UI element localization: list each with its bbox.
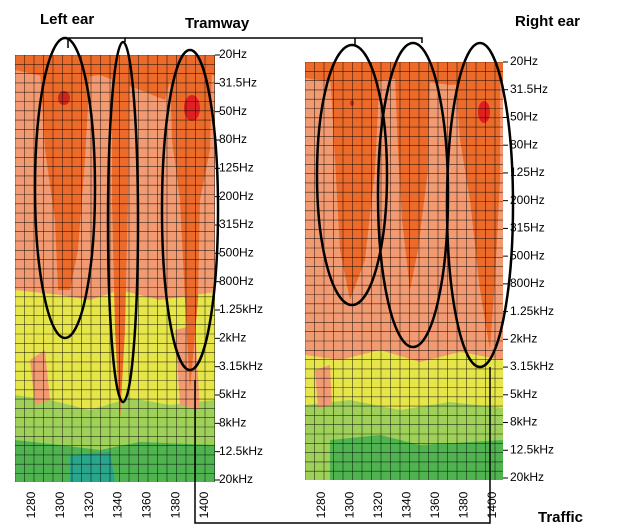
time-label: 1360 [428,491,442,518]
frequency-label: 31.5Hz [219,76,257,90]
frequency-label: 125Hz [219,161,254,175]
frequency-label: 315Hz [219,217,254,231]
frequency-label: 2kHz [219,331,246,345]
frequency-label: 20Hz [510,54,538,68]
right-spectrogram [305,62,503,480]
frequency-label: 200Hz [219,189,254,203]
time-label: 1340 [400,491,414,518]
frequency-label: 8kHz [510,415,537,429]
time-label: 1380 [457,491,471,518]
time-label: 1360 [140,491,154,518]
time-label: 1320 [371,491,385,518]
annotation: Tramway [185,15,250,32]
frequency-label: 80Hz [510,137,538,151]
frequency-label: 315Hz [510,221,545,235]
frequency-label: 31.5Hz [510,82,548,96]
figure: Left ear Tramway Right ear Traffic 20Hz 3… [0,0,623,531]
time-label: 1340 [111,491,125,518]
time-label: 1300 [343,491,357,518]
time-label: 1400 [197,491,211,518]
time-label: 1320 [82,491,96,518]
annotation: Left ear [40,11,94,28]
time-label: 1280 [314,491,328,518]
frequency-label: 5kHz [219,387,246,401]
frequency-label: 800Hz [219,274,254,288]
frequency-label: 12.5kHz [510,442,554,456]
frequency-label: 125Hz [510,165,545,179]
frequency-label: 20kHz [219,472,253,486]
frequency-label: 50Hz [510,110,538,124]
frequency-label: 80Hz [219,132,247,146]
frequency-label: 3.15kHz [510,359,554,373]
frequency-label: 1.25kHz [219,302,263,316]
frequency-label: 8kHz [219,416,246,430]
frequency-label: 12.5kHz [219,444,263,458]
annotation: Right ear [515,13,580,30]
frequency-label: 500Hz [510,248,545,262]
tramway-connector [125,38,422,45]
frequency-label: 50Hz [219,104,247,118]
frequency-label: 20Hz [219,47,247,61]
time-label: 1280 [24,491,38,518]
frequency-label: 500Hz [219,246,254,260]
left-spectrogram [15,55,215,482]
time-label: 1380 [168,491,182,518]
frequency-label: 1.25kHz [510,304,554,318]
frequency-label: 2kHz [510,332,537,346]
frequency-label: 20kHz [510,470,544,484]
frequency-label: 800Hz [510,276,545,290]
time-label: 1400 [485,491,499,518]
frequency-label: 5kHz [510,387,537,401]
frequency-label: 3.15kHz [219,359,263,373]
frequency-label: 200Hz [510,193,545,207]
annotation: Traffic [538,509,583,526]
time-label: 1300 [53,491,67,518]
